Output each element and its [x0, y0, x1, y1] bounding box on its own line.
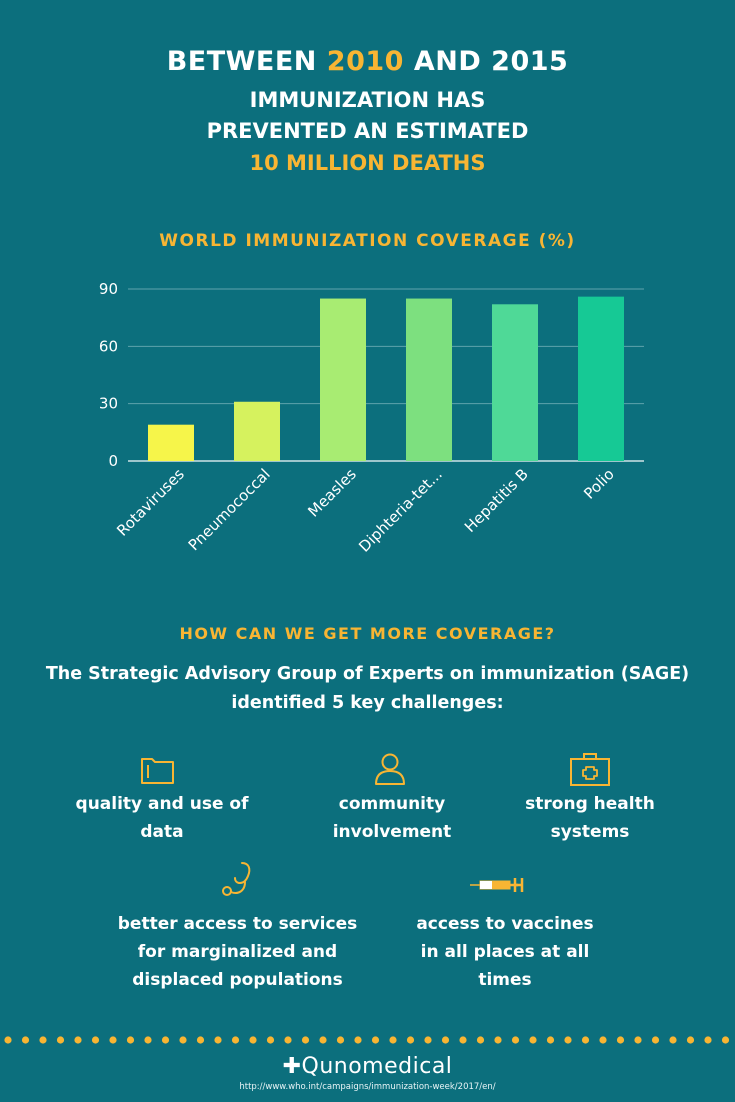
challenge-community: community involvement	[292, 790, 492, 846]
divider-dot	[284, 1036, 292, 1044]
dotted-divider	[4, 1036, 730, 1044]
x-tick-label: Polio	[580, 465, 618, 503]
qunomedical-logo: ✚Qunomedical	[0, 1054, 735, 1079]
divider-dot	[529, 1036, 537, 1044]
divider-dot	[4, 1036, 12, 1044]
headline-year: 2010	[326, 46, 404, 77]
divider-dot	[109, 1036, 117, 1044]
divider-dot	[634, 1036, 642, 1044]
section-title: HOW CAN WE GET MORE COVERAGE?	[179, 624, 556, 643]
divider-dot	[424, 1036, 432, 1044]
divider-dot	[21, 1036, 30, 1044]
divider-dot	[581, 1036, 590, 1044]
x-tick-label: Measles	[304, 465, 360, 521]
divider-dot	[651, 1036, 660, 1044]
syringe-icon	[470, 878, 524, 892]
x-tick-label: Hepatitis B	[461, 465, 532, 536]
divider-dot	[91, 1036, 100, 1044]
divider-dot	[406, 1036, 415, 1044]
divider-dot	[354, 1036, 362, 1044]
divider-dot	[511, 1036, 520, 1044]
sage-intro: The Strategic Advisory Group of Experts …	[0, 660, 735, 718]
divider-dot	[669, 1036, 677, 1044]
divider-dot	[319, 1036, 327, 1044]
challenge-data-line-1: quality and use of	[75, 794, 249, 814]
challenge-community-line-1: community	[338, 794, 446, 814]
headline-line-2: IMMUNIZATION HAS	[249, 88, 486, 112]
bar-measles	[320, 298, 366, 461]
challenge-access-services-line-1: better access to services	[117, 914, 358, 934]
divider-dot	[144, 1036, 152, 1044]
divider-dot	[494, 1036, 502, 1044]
challenge-access-vaccines: access to vaccines in all places at all …	[380, 910, 630, 994]
divider-dot	[616, 1036, 625, 1044]
first-aid-kit-icon	[570, 753, 610, 786]
challenge-access-vaccines-line-1: access to vaccines	[416, 914, 594, 934]
person-icon	[375, 753, 405, 785]
folder-icon	[141, 758, 174, 784]
x-tick-label: Pneumococcal	[185, 465, 274, 554]
y-tick-label: 60	[99, 337, 118, 355]
divider-dot	[704, 1036, 712, 1044]
bar-hepatitis-b	[492, 304, 538, 461]
challenge-health-systems-line-2: systems	[550, 822, 630, 842]
x-tick-label: Rotaviruses	[113, 465, 188, 540]
y-tick-label: 30	[99, 395, 118, 413]
divider-dot	[546, 1036, 555, 1044]
bar-diphteria-tet	[406, 298, 452, 461]
divider-dot	[564, 1036, 572, 1044]
divider-dot	[441, 1036, 450, 1044]
bar-rotaviruses	[148, 424, 194, 461]
divider-dot	[599, 1036, 607, 1044]
headline-text-end: AND 2015	[403, 46, 569, 77]
divider-dot	[39, 1036, 47, 1044]
bar-polio	[578, 296, 624, 461]
chart-title: WORLD IMMUNIZATION COVERAGE (%)	[159, 231, 576, 251]
logo-text: Qunomedical	[301, 1054, 453, 1079]
headline-text-start: BETWEEN	[166, 46, 327, 77]
stethoscope-icon	[222, 862, 251, 896]
challenge-access-services: better access to services for marginaliz…	[100, 910, 375, 994]
divider-dot	[459, 1036, 467, 1044]
divider-dot	[214, 1036, 222, 1044]
divider-dot	[266, 1036, 275, 1044]
logo-plus-icon: ✚	[282, 1054, 302, 1079]
challenge-health-systems-line-1: strong health	[525, 794, 655, 814]
challenge-data: quality and use of data	[62, 790, 262, 846]
divider-dot	[231, 1036, 240, 1044]
challenge-access-vaccines-line-3: times	[478, 970, 532, 990]
challenge-community-line-2: involvement	[332, 822, 452, 842]
challenge-access-vaccines-line-2: in all places at all	[420, 942, 590, 962]
divider-dot	[371, 1036, 380, 1044]
y-tick-label: 0	[108, 452, 118, 470]
divider-dot	[249, 1036, 257, 1044]
divider-dot	[196, 1036, 205, 1044]
divider-dot	[74, 1036, 82, 1044]
headline-deaths: 10 MILLION DEATHS	[249, 151, 486, 175]
divider-dot	[301, 1036, 310, 1044]
divider-dot	[161, 1036, 170, 1044]
headline-line-3: PREVENTED AN ESTIMATED	[206, 119, 529, 143]
y-tick-label: 90	[99, 280, 118, 298]
source-url: http://www.who.int/campaigns/immunizatio…	[239, 1082, 496, 1092]
sage-intro-line-1: The Strategic Advisory Group of Experts …	[45, 664, 690, 684]
challenge-access-services-line-3: displaced populations	[132, 970, 343, 990]
challenge-data-line-2: data	[140, 822, 184, 842]
divider-dot	[389, 1036, 397, 1044]
x-tick-label: Diphteria-tet...	[355, 465, 446, 556]
challenge-access-services-line-2: for marginalized and	[137, 942, 338, 962]
divider-dot	[476, 1036, 485, 1044]
sage-intro-line-2: identified 5 key challenges:	[231, 693, 504, 713]
bar-pneumococcal	[234, 401, 280, 461]
divider-dot	[179, 1036, 187, 1044]
headline-line-1: BETWEEN 2010 AND 2015	[0, 46, 735, 77]
challenge-health-systems: strong health systems	[490, 790, 690, 846]
divider-dot	[686, 1036, 695, 1044]
divider-dot	[56, 1036, 65, 1044]
divider-dot	[126, 1036, 135, 1044]
divider-dot	[336, 1036, 345, 1044]
divider-dot	[721, 1036, 730, 1044]
